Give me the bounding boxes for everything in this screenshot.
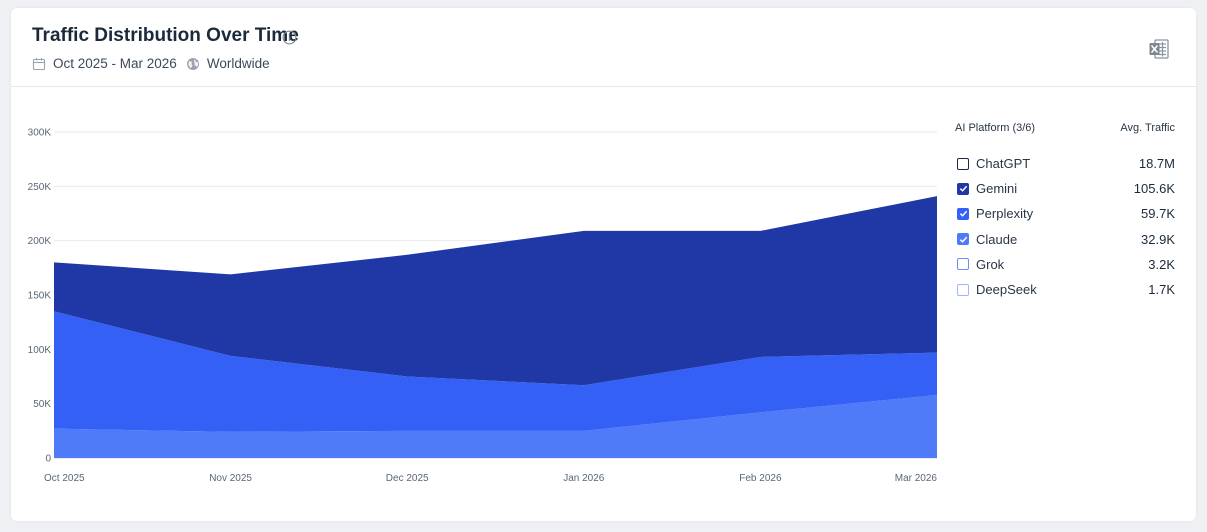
legend-item-value: 32.9K xyxy=(1141,231,1175,247)
legend-item-label: Grok xyxy=(976,256,1005,272)
card-header: Traffic Distribution Over Time Oct 2025 … xyxy=(11,8,1196,87)
page-title: Traffic Distribution Over Time xyxy=(32,25,299,46)
x-tick-label: Dec 2025 xyxy=(386,473,429,484)
legend-item-chatgpt[interactable]: ChatGPT 18.7M xyxy=(955,151,1175,176)
legend-header-platform: AI Platform (3/6) xyxy=(955,122,1036,134)
x-tick-label: Feb 2026 xyxy=(739,473,782,484)
checkbox-unchecked-icon[interactable] xyxy=(957,157,969,170)
x-tick-label: Oct 2025 xyxy=(44,473,85,484)
x-tick-label: Mar 2026 xyxy=(895,473,938,484)
y-tick-label: 300K xyxy=(28,128,52,139)
legend-item-label: ChatGPT xyxy=(976,156,1031,172)
traffic-distribution-card: Traffic Distribution Over Time Oct 2025 … xyxy=(11,8,1196,521)
area-series-claude xyxy=(54,394,937,458)
legend-item-deepseek[interactable]: DeepSeek 1.7K xyxy=(955,277,1175,302)
y-tick-label: 250K xyxy=(28,182,52,193)
legend-header-traffic: Avg. Traffic xyxy=(1120,122,1175,134)
globe-icon xyxy=(186,57,199,70)
region[interactable]: Worldwide xyxy=(206,56,270,71)
checkbox-unchecked-icon[interactable] xyxy=(957,258,969,271)
legend: AI Platform (3/6) Avg. Traffic ChatGPT 18… xyxy=(955,122,1175,302)
x-tick-label: Jan 2026 xyxy=(563,473,605,484)
x-tick-label: Nov 2025 xyxy=(209,473,252,484)
y-tick-label: 0 xyxy=(45,454,51,465)
calendar-icon xyxy=(32,57,46,70)
legend-item-value: 18.7M xyxy=(1138,156,1175,172)
legend-item-value: 59.7K xyxy=(1141,206,1175,222)
y-tick-label: 200K xyxy=(28,236,52,247)
info-icon[interactable] xyxy=(282,30,297,45)
y-tick-label: 100K xyxy=(28,345,52,356)
y-tick-label: 150K xyxy=(28,291,52,302)
legend-item-value: 1.7K xyxy=(1148,282,1175,298)
checkbox-checked-icon[interactable] xyxy=(957,182,969,195)
legend-item-label: DeepSeek xyxy=(976,282,1037,298)
checkbox-unchecked-icon[interactable] xyxy=(957,283,969,296)
area-series-perplexity xyxy=(54,311,937,432)
y-tick-label: 50K xyxy=(33,399,51,410)
legend-item-value: 3.2K xyxy=(1148,256,1175,272)
legend-item-grok[interactable]: Grok 3.2K xyxy=(955,252,1175,277)
checkbox-checked-icon[interactable] xyxy=(957,233,969,246)
legend-item-label: Gemini xyxy=(976,181,1018,197)
legend-header: AI Platform (3/6) Avg. Traffic xyxy=(955,122,1175,136)
area-series-gemini xyxy=(54,196,937,386)
legend-item-perplexity[interactable]: Perplexity 59.7K xyxy=(955,201,1175,226)
y-axis: 0 50K 100K 150K 200K 250K 300K xyxy=(28,128,52,465)
legend-item-gemini[interactable]: Gemini 105.6K xyxy=(955,176,1175,201)
legend-item-label: Claude xyxy=(976,231,1018,247)
date-range[interactable]: Oct 2025 - Mar 2026 xyxy=(53,56,177,71)
checkbox-checked-icon[interactable] xyxy=(957,207,969,220)
legend-item-label: Perplexity xyxy=(976,206,1034,222)
legend-item-value: 105.6K xyxy=(1133,181,1175,197)
chart-areas xyxy=(53,196,938,458)
area-chart: 0 50K 100K 150K 200K 250K 300K Oct 2025 Nov 202… xyxy=(28,128,938,485)
subtitle-bar: Oct 2025 - Mar 2026 Worldwide xyxy=(32,56,270,71)
legend-item-claude[interactable]: Claude 32.9K xyxy=(955,227,1175,252)
x-axis: Oct 2025 Nov 2025 Dec 2025 Jan 2026 Feb 2026… xyxy=(44,473,937,484)
excel-export-icon[interactable] xyxy=(1148,38,1170,60)
